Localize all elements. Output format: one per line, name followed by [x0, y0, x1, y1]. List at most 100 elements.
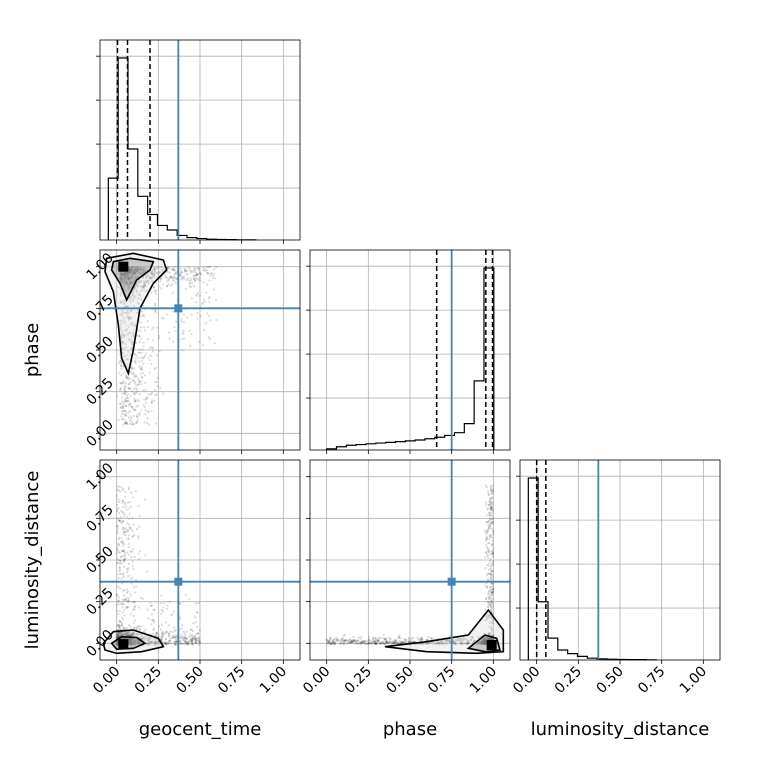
sample-point	[490, 521, 492, 523]
sample-point	[152, 339, 154, 341]
sample-point	[488, 603, 490, 605]
sample-point	[183, 337, 185, 339]
sample-point	[199, 279, 201, 281]
sample-point	[174, 630, 176, 632]
sample-point	[199, 277, 201, 279]
sample-point	[183, 276, 185, 278]
sample-point	[117, 573, 119, 575]
sample-point	[186, 270, 188, 272]
sample-point	[170, 642, 172, 644]
sample-point	[490, 577, 492, 579]
sample-point	[120, 403, 122, 405]
sample-point	[143, 398, 145, 400]
histogram-panel-geocent_time	[96, 40, 300, 240]
sample-point	[195, 602, 197, 604]
sample-point	[173, 275, 175, 277]
sample-point	[150, 623, 152, 625]
sample-point	[122, 403, 124, 405]
sample-point	[181, 271, 183, 273]
sample-point	[486, 508, 488, 510]
sample-point	[348, 640, 350, 642]
sample-point	[487, 550, 489, 552]
sample-point	[134, 556, 136, 558]
sample-point	[124, 491, 126, 493]
sample-point	[117, 613, 119, 615]
sample-point	[186, 637, 188, 639]
sample-point	[123, 557, 125, 559]
sample-point	[161, 636, 163, 638]
sample-point	[485, 544, 487, 546]
sample-point	[138, 526, 140, 528]
sample-point	[488, 520, 490, 522]
sample-point	[133, 534, 135, 536]
sample-point	[133, 615, 135, 617]
sample-point	[118, 538, 120, 540]
sample-point	[135, 360, 137, 362]
sample-point	[121, 577, 123, 579]
sample-point	[163, 317, 165, 319]
sample-point	[484, 567, 486, 569]
sample-point	[120, 603, 122, 605]
sample-point	[147, 320, 149, 322]
sample-point	[140, 409, 142, 411]
sample-point	[152, 350, 154, 352]
sample-point	[118, 559, 120, 561]
sample-point	[190, 314, 192, 316]
sample-point	[209, 338, 211, 340]
sample-point	[186, 277, 188, 279]
sample-point	[487, 553, 489, 555]
sample-point	[400, 637, 402, 639]
sample-point	[139, 341, 141, 343]
sample-point	[189, 633, 191, 635]
sample-point	[128, 534, 130, 536]
sample-point	[118, 625, 120, 627]
sample-point	[169, 637, 171, 639]
sample-point	[189, 283, 191, 285]
sample-point	[117, 599, 119, 601]
sample-point	[140, 625, 142, 627]
sample-point	[329, 637, 331, 639]
sample-point	[142, 362, 144, 364]
sample-point	[175, 282, 177, 284]
sample-point	[144, 629, 146, 631]
sample-point	[126, 421, 128, 423]
sample-point	[142, 372, 144, 374]
sample-point	[492, 484, 494, 486]
sample-point	[165, 643, 167, 645]
sample-point	[139, 550, 141, 552]
sample-point	[128, 563, 130, 565]
sample-point	[208, 315, 210, 317]
sample-point	[154, 303, 156, 305]
sample-point	[123, 527, 125, 529]
sample-point	[137, 352, 139, 354]
sample-point	[189, 267, 191, 269]
sample-point	[194, 268, 196, 270]
sample-point	[133, 415, 135, 417]
sample-point	[131, 406, 133, 408]
x-tick-label: 0.25	[342, 664, 375, 697]
sample-point	[151, 410, 153, 412]
sample-point	[149, 372, 151, 374]
sample-point	[125, 405, 127, 407]
sample-point	[161, 624, 163, 626]
sample-point	[138, 357, 140, 359]
sample-point	[215, 299, 217, 301]
sample-point	[141, 348, 143, 350]
sample-point	[145, 402, 147, 404]
sample-point	[138, 628, 140, 630]
sample-point	[118, 372, 120, 374]
sample-point	[175, 330, 177, 332]
sample-point	[492, 530, 494, 532]
sample-point	[432, 638, 434, 640]
sample-point	[122, 405, 124, 407]
sample-point	[142, 315, 144, 317]
sample-point	[180, 634, 182, 636]
sample-point	[179, 616, 181, 618]
sample-point	[157, 377, 159, 379]
sample-point	[183, 637, 185, 639]
sample-point	[125, 506, 127, 508]
sample-point	[128, 538, 130, 540]
sample-point	[133, 627, 135, 629]
sample-point	[382, 640, 384, 642]
histogram-step-geocent_time	[108, 58, 255, 240]
